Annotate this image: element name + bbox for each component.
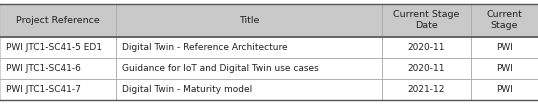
Text: PWI JTC1-SC41-7: PWI JTC1-SC41-7 <box>6 85 81 94</box>
Bar <box>116 58 382 79</box>
Text: Title: Title <box>239 16 259 25</box>
Text: 2020-11: 2020-11 <box>408 43 445 52</box>
Bar <box>382 79 471 100</box>
Bar <box>116 79 382 100</box>
Text: Project Reference: Project Reference <box>16 16 100 25</box>
Bar <box>471 79 538 100</box>
Text: Current Stage
Date: Current Stage Date <box>393 10 459 30</box>
Bar <box>0 4 116 37</box>
Text: PWI: PWI <box>496 43 513 52</box>
Text: PWI JTC1-SC41-5 ED1: PWI JTC1-SC41-5 ED1 <box>6 43 102 52</box>
Text: 2021-12: 2021-12 <box>408 85 445 94</box>
Bar <box>471 4 538 37</box>
Text: Digital Twin - Maturity model: Digital Twin - Maturity model <box>122 85 252 94</box>
Bar <box>0 79 116 100</box>
Text: Current
Stage: Current Stage <box>486 10 522 30</box>
Bar <box>382 4 471 37</box>
Text: PWI: PWI <box>496 85 513 94</box>
Text: Guidance for IoT and Digital Twin use cases: Guidance for IoT and Digital Twin use ca… <box>122 64 319 73</box>
Bar <box>471 37 538 58</box>
Bar <box>116 37 382 58</box>
Text: Digital Twin - Reference Architecture: Digital Twin - Reference Architecture <box>122 43 288 52</box>
Bar <box>116 4 382 37</box>
Bar <box>0 37 116 58</box>
Text: PWI: PWI <box>496 64 513 73</box>
Bar <box>382 58 471 79</box>
Text: PWI JTC1-SC41-6: PWI JTC1-SC41-6 <box>6 64 81 73</box>
Text: 2020-11: 2020-11 <box>408 64 445 73</box>
Bar <box>471 58 538 79</box>
Bar <box>382 37 471 58</box>
Bar <box>0 58 116 79</box>
